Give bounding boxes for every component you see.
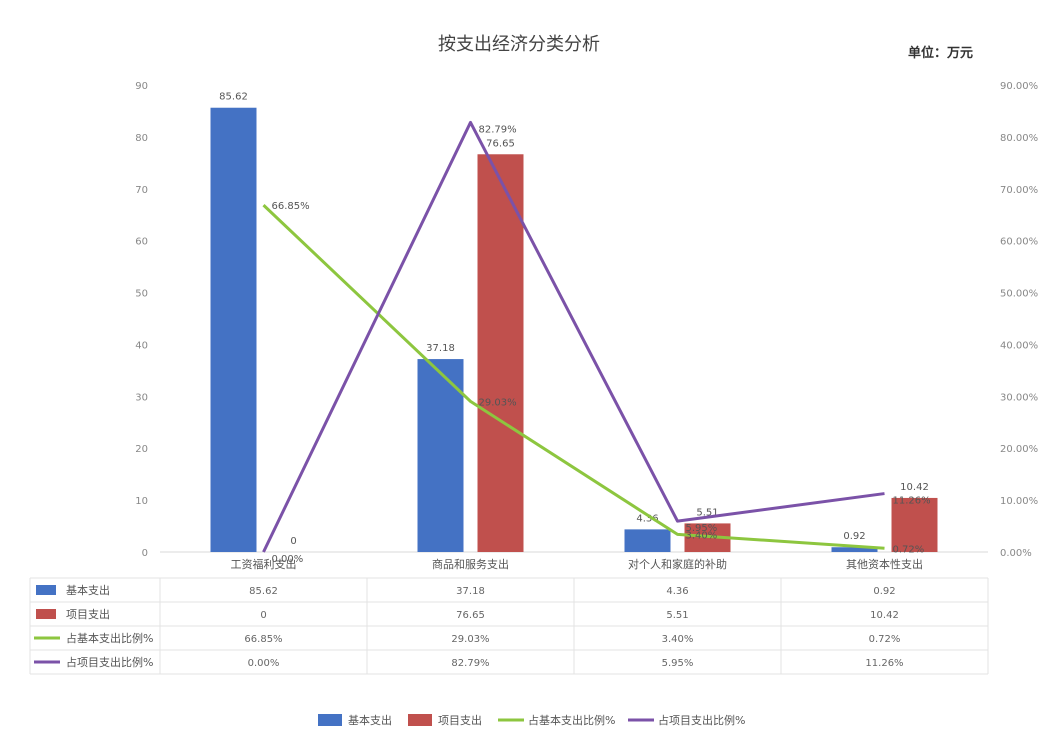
x-category-label: 商品和服务支出 bbox=[432, 557, 509, 571]
y-left-tick-label: 70 bbox=[135, 185, 148, 196]
table-cell: 29.03% bbox=[451, 634, 489, 645]
table-cell: 76.65 bbox=[456, 610, 485, 621]
chart-title: 按支出经济分类分析 bbox=[438, 34, 600, 55]
y-right-tick-label: 10.00% bbox=[1000, 496, 1038, 507]
bar-data-label: 0 bbox=[290, 536, 296, 547]
bar-data-label: 10.42 bbox=[900, 482, 929, 493]
line-data-label: 0.00% bbox=[272, 554, 304, 565]
y-left-tick-label: 90 bbox=[135, 81, 148, 92]
table-cell: 3.40% bbox=[662, 634, 694, 645]
line-data-label: 3.40% bbox=[686, 530, 718, 541]
table-cell: 0.72% bbox=[869, 634, 901, 645]
legend-label: 占项目支出比例% bbox=[658, 713, 745, 727]
table-cell: 82.79% bbox=[451, 658, 489, 669]
line-data-label: 0.72% bbox=[893, 544, 925, 555]
legend-label: 占基本支出比例% bbox=[528, 713, 615, 727]
y-right-tick-label: 80.00% bbox=[1000, 133, 1038, 144]
y-left-tick-label: 60 bbox=[135, 237, 148, 248]
x-category-label: 对个人和家庭的补助 bbox=[628, 557, 727, 571]
y-right-tick-label: 30.00% bbox=[1000, 392, 1038, 403]
table-cell: 0.00% bbox=[248, 658, 280, 669]
table-series-name: 占基本支出比例% bbox=[66, 631, 153, 645]
bar-data-label: 37.18 bbox=[426, 343, 455, 354]
y-right-tick-label: 90.00% bbox=[1000, 81, 1038, 92]
line-data-label: 82.79% bbox=[479, 124, 517, 135]
y-right-tick-label: 40.00% bbox=[1000, 340, 1038, 351]
table-cell: 4.36 bbox=[666, 586, 688, 597]
legend-swatch bbox=[318, 714, 342, 726]
table-cell: 37.18 bbox=[456, 586, 485, 597]
bar-basic bbox=[210, 107, 257, 553]
y-right-tick-label: 50.00% bbox=[1000, 289, 1038, 300]
bar-data-label: 0.92 bbox=[843, 531, 865, 542]
table-cell: 66.85% bbox=[244, 634, 282, 645]
line-series-basic-ratio bbox=[262, 204, 885, 550]
y-left-tick-label: 0 bbox=[142, 548, 148, 559]
line-data-label: 66.85% bbox=[272, 201, 310, 212]
y-left-tick-label: 30 bbox=[135, 392, 148, 403]
legend-swatch bbox=[408, 714, 432, 726]
table-cell: 10.42 bbox=[870, 610, 899, 621]
y-right-tick-label: 0.00% bbox=[1000, 548, 1032, 559]
table-series-name: 占项目支出比例% bbox=[66, 655, 153, 669]
y-left-tick-label: 10 bbox=[135, 496, 148, 507]
bar-data-label: 76.65 bbox=[486, 138, 515, 149]
table-legend-swatch bbox=[36, 609, 56, 619]
y-right-tick-label: 70.00% bbox=[1000, 185, 1038, 196]
y-left-tick-label: 40 bbox=[135, 340, 148, 351]
bar-project bbox=[891, 497, 938, 552]
table-cell: 5.51 bbox=[666, 610, 688, 621]
line-series-project-ratio bbox=[262, 120, 885, 553]
bar-project bbox=[477, 154, 524, 552]
bar-data-label: 4.36 bbox=[636, 513, 658, 524]
bar-basic bbox=[624, 529, 671, 552]
y-left-tick-label: 50 bbox=[135, 289, 148, 300]
table-cell: 0 bbox=[260, 610, 266, 621]
line-data-label: 11.26% bbox=[893, 496, 931, 507]
y-right-tick-label: 20.00% bbox=[1000, 444, 1038, 455]
x-category-label: 其他资本性支出 bbox=[846, 557, 923, 571]
line-data-label: 5.95% bbox=[686, 523, 718, 534]
table-series-name: 基本支出 bbox=[66, 583, 110, 597]
line-data-label: 29.03% bbox=[479, 397, 517, 408]
y-left-tick-label: 20 bbox=[135, 444, 148, 455]
y-left-tick-label: 80 bbox=[135, 133, 148, 144]
table-cell: 0.92 bbox=[873, 586, 895, 597]
y-right-tick-label: 60.00% bbox=[1000, 237, 1038, 248]
table-cell: 5.95% bbox=[662, 658, 694, 669]
legend-label: 项目支出 bbox=[438, 713, 482, 727]
legend-label: 基本支出 bbox=[348, 713, 392, 727]
table-cell: 11.26% bbox=[865, 658, 903, 669]
bar-data-label: 85.62 bbox=[219, 92, 248, 103]
x-category-label: 工资福利支出 bbox=[231, 557, 297, 571]
bar-basic bbox=[831, 547, 878, 552]
unit-label: 单位：万元 bbox=[907, 46, 973, 61]
table-series-name: 项目支出 bbox=[66, 607, 110, 621]
table-cell: 85.62 bbox=[249, 586, 278, 597]
bar-basic bbox=[417, 359, 464, 552]
table-legend-swatch bbox=[36, 585, 56, 595]
bar-data-label: 5.51 bbox=[696, 507, 718, 518]
